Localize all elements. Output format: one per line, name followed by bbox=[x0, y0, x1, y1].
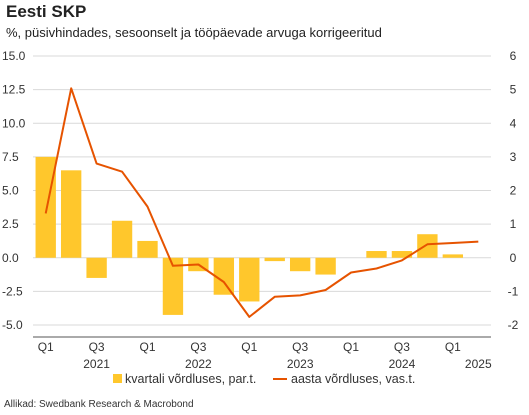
x-year-label: 2023 bbox=[287, 357, 314, 371]
bar bbox=[289, 257, 311, 272]
right-tick-label: 1 bbox=[510, 217, 517, 231]
bar bbox=[442, 254, 464, 258]
right-tick-label: -1 bbox=[508, 284, 519, 298]
left-axis: 15.0 12.5 10.0 7.5 5.0 2.5 0.0 -2.5 -5.0 bbox=[2, 49, 26, 332]
x-quarter-label: Q1 bbox=[38, 340, 54, 354]
bar bbox=[137, 240, 158, 258]
x-quarter-label: Q1 bbox=[445, 340, 461, 354]
line-series bbox=[44, 87, 479, 318]
legend: kvartali võrdluses, par.t. aasta võrdluse… bbox=[113, 372, 415, 386]
x-quarter-label: Q1 bbox=[139, 340, 155, 354]
bar bbox=[35, 156, 56, 258]
x-quarter-label: Q3 bbox=[292, 340, 308, 354]
x-year-label: 2025 bbox=[465, 357, 492, 371]
bar bbox=[86, 257, 107, 278]
left-tick-label: -2.5 bbox=[2, 284, 23, 298]
bar-series bbox=[35, 156, 489, 315]
left-tick-label: 15.0 bbox=[2, 49, 26, 63]
right-tick-label: 2 bbox=[510, 184, 517, 198]
gridlines bbox=[33, 55, 491, 326]
bar bbox=[315, 257, 336, 275]
bar bbox=[239, 257, 260, 302]
x-quarter-label: Q3 bbox=[89, 340, 105, 354]
left-tick-label: 12.5 bbox=[2, 83, 26, 97]
right-axis: 6 5 4 3 2 1 0 -1 -2 bbox=[508, 49, 519, 332]
left-tick-label: 7.5 bbox=[2, 150, 19, 164]
chart-title: Eesti SKP bbox=[6, 2, 87, 21]
x-quarter-label: Q3 bbox=[394, 340, 410, 354]
x-quarter-label: Q3 bbox=[190, 340, 206, 354]
legend-line-label: aasta võrdluses, vas.t. bbox=[291, 372, 415, 386]
x-year-label: 2024 bbox=[389, 357, 416, 371]
right-tick-label: 4 bbox=[510, 116, 517, 130]
x-year-label: 2021 bbox=[83, 357, 110, 371]
left-tick-label: 10.0 bbox=[2, 116, 26, 130]
right-tick-label: 6 bbox=[510, 49, 517, 63]
legend-bar-label: kvartali võrdluses, par.t. bbox=[125, 372, 256, 386]
x-axis: Q1 Q3 Q1 Q3 Q1 Q3 Q1 Q3 Q1 2021 2022 2023 2024 2025 bbox=[33, 336, 492, 371]
x-quarter-label: Q1 bbox=[343, 340, 359, 354]
x-year-label: 2022 bbox=[185, 357, 212, 371]
right-tick-label: -2 bbox=[508, 318, 519, 332]
chart-subtitle: %, püsivhindades, sesoonselt ja tööpäeva… bbox=[6, 25, 382, 40]
bar bbox=[391, 251, 413, 258]
source-note: Allikad: Swedbank Research & Macrobond bbox=[4, 399, 194, 410]
right-tick-label: 3 bbox=[510, 150, 517, 164]
left-tick-label: 5.0 bbox=[2, 184, 19, 198]
left-tick-label: -5.0 bbox=[2, 318, 23, 332]
legend-bar-swatch bbox=[113, 374, 122, 383]
bar bbox=[417, 234, 438, 258]
left-tick-label: 2.5 bbox=[2, 217, 19, 231]
line-path bbox=[44, 87, 479, 318]
bar bbox=[264, 257, 285, 262]
right-tick-label: 0 bbox=[510, 251, 517, 265]
bar bbox=[162, 257, 184, 315]
right-tick-label: 5 bbox=[510, 83, 517, 97]
x-quarter-label: Q1 bbox=[241, 340, 257, 354]
bar bbox=[60, 170, 82, 258]
left-tick-label: 0.0 bbox=[2, 251, 19, 265]
bar bbox=[213, 257, 235, 295]
bar bbox=[366, 251, 387, 258]
bar bbox=[111, 220, 133, 258]
